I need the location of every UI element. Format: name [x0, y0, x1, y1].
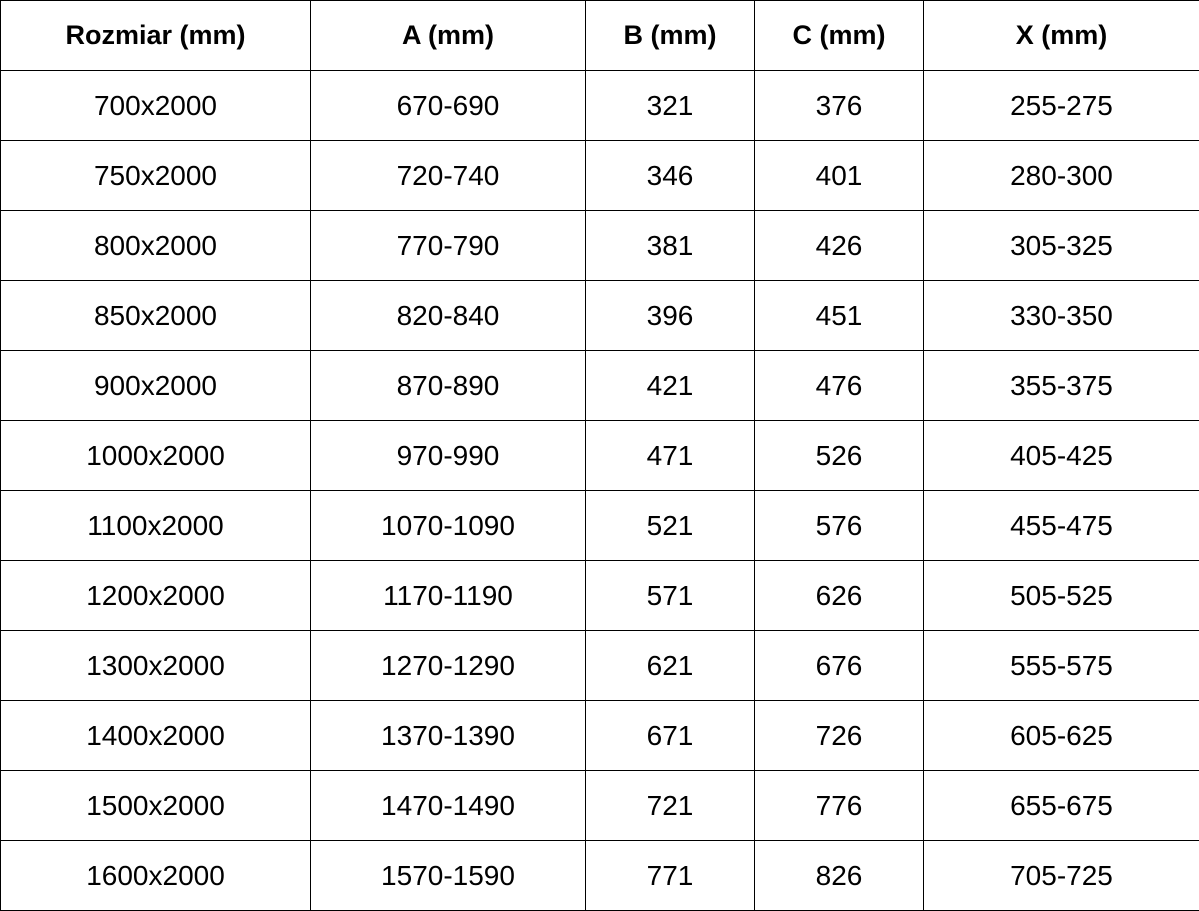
table-row: 1500x2000 1470-1490 721 776 655-675: [0, 770, 1199, 841]
header-c: C (mm): [754, 0, 924, 71]
table-row: 850x2000 820-840 396 451 330-350: [0, 280, 1199, 351]
cell-size: 850x2000: [0, 280, 311, 351]
cell-size: 1200x2000: [0, 560, 311, 631]
table-row: 900x2000 870-890 421 476 355-375: [0, 350, 1199, 421]
cell-x: 255-275: [923, 70, 1199, 141]
table-row: 800x2000 770-790 381 426 305-325: [0, 210, 1199, 281]
cell-c: 726: [754, 700, 924, 771]
cell-b: 346: [585, 140, 755, 211]
cell-size: 1400x2000: [0, 700, 311, 771]
cell-b: 571: [585, 560, 755, 631]
cell-x: 330-350: [923, 280, 1199, 351]
cell-a: 1170-1190: [310, 560, 586, 631]
table-row: 1000x2000 970-990 471 526 405-425: [0, 420, 1199, 491]
table-row: 750x2000 720-740 346 401 280-300: [0, 140, 1199, 211]
cell-a: 1070-1090: [310, 490, 586, 561]
cell-size: 1300x2000: [0, 630, 311, 701]
cell-c: 451: [754, 280, 924, 351]
cell-a: 1370-1390: [310, 700, 586, 771]
cell-b: 421: [585, 350, 755, 421]
cell-c: 776: [754, 770, 924, 841]
cell-x: 305-325: [923, 210, 1199, 281]
cell-a: 970-990: [310, 420, 586, 491]
cell-x: 605-625: [923, 700, 1199, 771]
cell-a: 770-790: [310, 210, 586, 281]
cell-b: 381: [585, 210, 755, 281]
cell-a: 870-890: [310, 350, 586, 421]
table-row: 1300x2000 1270-1290 621 676 555-575: [0, 630, 1199, 701]
cell-size: 1000x2000: [0, 420, 311, 491]
cell-c: 826: [754, 840, 924, 911]
cell-a: 1270-1290: [310, 630, 586, 701]
cell-b: 721: [585, 770, 755, 841]
cell-c: 426: [754, 210, 924, 281]
cell-x: 280-300: [923, 140, 1199, 211]
table-row: 1200x2000 1170-1190 571 626 505-525: [0, 560, 1199, 631]
cell-a: 1470-1490: [310, 770, 586, 841]
cell-a: 720-740: [310, 140, 586, 211]
cell-b: 321: [585, 70, 755, 141]
header-x: X (mm): [923, 0, 1199, 71]
cell-c: 401: [754, 140, 924, 211]
cell-a: 670-690: [310, 70, 586, 141]
cell-size: 700x2000: [0, 70, 311, 141]
header-b: B (mm): [585, 0, 755, 71]
cell-c: 526: [754, 420, 924, 491]
cell-size: 900x2000: [0, 350, 311, 421]
cell-a: 1570-1590: [310, 840, 586, 911]
cell-b: 771: [585, 840, 755, 911]
table-row: 700x2000 670-690 321 376 255-275: [0, 70, 1199, 141]
cell-c: 576: [754, 490, 924, 561]
header-a: A (mm): [310, 0, 586, 71]
cell-x: 555-575: [923, 630, 1199, 701]
cell-x: 655-675: [923, 770, 1199, 841]
cell-x: 455-475: [923, 490, 1199, 561]
cell-b: 671: [585, 700, 755, 771]
table-row: 1600x2000 1570-1590 771 826 705-725: [0, 840, 1199, 911]
header-size: Rozmiar (mm): [0, 0, 311, 71]
cell-size: 750x2000: [0, 140, 311, 211]
cell-c: 626: [754, 560, 924, 631]
cell-x: 505-525: [923, 560, 1199, 631]
cell-size: 1600x2000: [0, 840, 311, 911]
cell-size: 800x2000: [0, 210, 311, 281]
cell-c: 476: [754, 350, 924, 421]
cell-x: 705-725: [923, 840, 1199, 911]
cell-b: 396: [585, 280, 755, 351]
cell-x: 405-425: [923, 420, 1199, 491]
cell-b: 521: [585, 490, 755, 561]
table-row: 1100x2000 1070-1090 521 576 455-475: [0, 490, 1199, 561]
cell-size: 1100x2000: [0, 490, 311, 561]
cell-x: 355-375: [923, 350, 1199, 421]
table-row: 1400x2000 1370-1390 671 726 605-625: [0, 700, 1199, 771]
cell-b: 621: [585, 630, 755, 701]
cell-c: 676: [754, 630, 924, 701]
header-row: Rozmiar (mm) A (mm) B (mm) C (mm) X (mm): [0, 0, 1199, 71]
cell-a: 820-840: [310, 280, 586, 351]
cell-b: 471: [585, 420, 755, 491]
cell-size: 1500x2000: [0, 770, 311, 841]
cell-c: 376: [754, 70, 924, 141]
